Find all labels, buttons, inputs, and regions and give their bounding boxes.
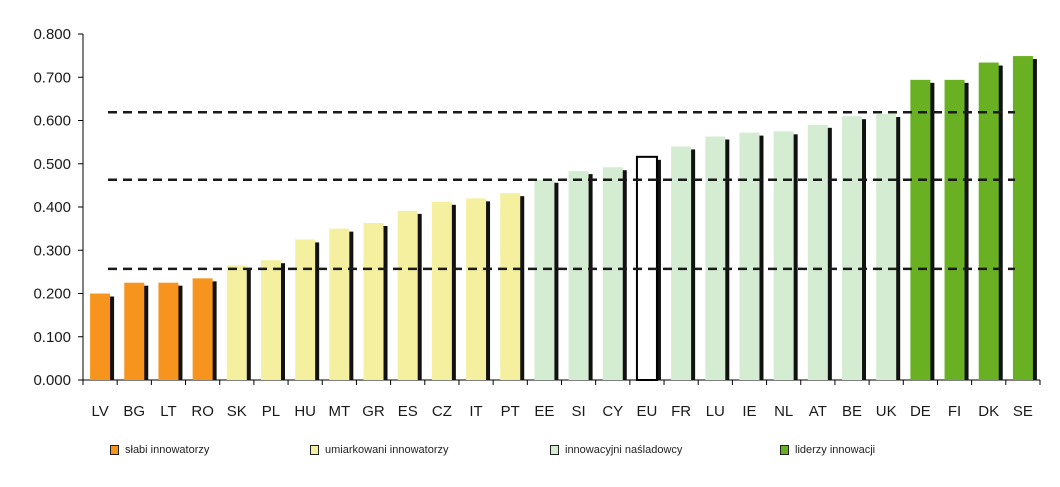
y-tick-label: 0.500: [33, 156, 71, 173]
x-tick-label: PT: [501, 403, 520, 420]
bar-it: [466, 198, 487, 380]
x-tick-label: SK: [227, 403, 247, 420]
x-tick-label: HU: [294, 403, 316, 420]
x-tick-label: UK: [876, 403, 897, 420]
x-tick-label: IT: [469, 403, 482, 420]
y-tick-label: 0.100: [33, 329, 71, 346]
bar-pt: [500, 193, 521, 380]
bar-cz: [431, 201, 452, 380]
x-tick-label: SE: [1013, 403, 1033, 420]
x-tick-label: ES: [398, 403, 418, 420]
legend-swatch-moderate: [310, 445, 319, 455]
chart-legend: słabi innowatorzy umiarkowani innowatorz…: [110, 444, 1010, 464]
x-tick-label: RO: [191, 403, 214, 420]
y-tick-label: 0.800: [33, 26, 71, 43]
x-tick-label: MT: [329, 403, 351, 420]
x-tick-label: BE: [842, 403, 862, 420]
bar-de: [910, 79, 931, 380]
legend-item-leader: liderzy innowacji: [780, 444, 875, 456]
x-tick-label: GR: [362, 403, 385, 420]
x-tick-label: NL: [774, 403, 793, 420]
y-tick-label: 0.700: [33, 69, 71, 86]
x-tick-label: FR: [671, 403, 691, 420]
bar-hu: [295, 239, 316, 380]
x-tick-label: EU: [637, 403, 658, 420]
bar-ie: [739, 132, 760, 380]
legend-item-follower: innowacyjni naśladowcy: [550, 444, 682, 456]
bar-ee: [534, 179, 555, 380]
bar-mt: [329, 228, 350, 380]
legend-label-follower: innowacyjni naśladowcy: [565, 444, 683, 456]
x-tick-label: EE: [534, 403, 554, 420]
bar-es: [397, 210, 418, 380]
x-tick-label: DK: [978, 403, 999, 420]
reference-lines: [108, 111, 1015, 271]
legend-item-moderate: umiarkowani innowatorzy: [310, 444, 449, 456]
legend-swatch-follower: [550, 445, 559, 455]
bar-lu: [705, 136, 726, 380]
chart-labels: LV BG LT RO SK PL HU MT GR ES CZ IT PT EE SI CY EU FR LU IE…: [91, 403, 1032, 420]
legend-swatch-weak: [110, 445, 119, 455]
legend-swatch-leader: [780, 445, 789, 455]
x-tick-label: IE: [742, 403, 756, 420]
bar-be: [842, 116, 863, 381]
x-tick-label: PL: [262, 403, 280, 420]
y-tick-label: 0.200: [33, 286, 71, 303]
bar-fi: [944, 79, 965, 380]
bar-lv: [90, 293, 111, 380]
chart-bars: [90, 56, 1037, 381]
bar-cy: [602, 167, 623, 380]
bar-uk: [876, 114, 897, 380]
bar-dk: [978, 62, 999, 381]
legend-label-weak: słabi innowatorzy: [125, 444, 210, 456]
x-tick-label: LU: [706, 403, 725, 420]
bar-se: [1012, 56, 1033, 381]
bar-at: [807, 124, 828, 380]
bar-ro: [192, 278, 213, 380]
x-tick-label: SI: [571, 403, 585, 420]
bar-gr: [363, 223, 384, 380]
bar-lt: [158, 282, 179, 380]
x-tick-label: AT: [809, 403, 827, 420]
x-tick-label: CY: [602, 403, 623, 420]
bar-sk: [226, 265, 247, 380]
legend-item-weak: słabi innowatorzy: [110, 444, 209, 456]
legend-label-moderate: umiarkowani innowatorzy: [325, 444, 449, 456]
x-tick-label: LV: [91, 403, 108, 420]
y-tick-label: 0.000: [33, 372, 71, 389]
bar-chart: 0.000 0.100 0.200 0.300 0.400 0.500 0.600 0.700…: [33, 26, 1041, 420]
y-tick-label: 0.600: [33, 113, 71, 130]
x-tick-label: FI: [948, 403, 961, 420]
x-tick-label: DE: [910, 403, 931, 420]
y-tick-label: 0.300: [33, 242, 71, 259]
y-tick-label: 0.400: [33, 199, 71, 216]
x-tick-label: LT: [160, 403, 176, 420]
bar-bg: [124, 282, 145, 380]
bar-pl: [260, 260, 281, 380]
legend-label-leader: liderzy innowacji: [795, 444, 876, 456]
x-tick-label: CZ: [432, 403, 452, 420]
x-tick-label: BG: [123, 403, 145, 420]
bar-fr: [671, 146, 692, 380]
bar-si: [568, 171, 589, 380]
bar-nl: [773, 131, 794, 380]
